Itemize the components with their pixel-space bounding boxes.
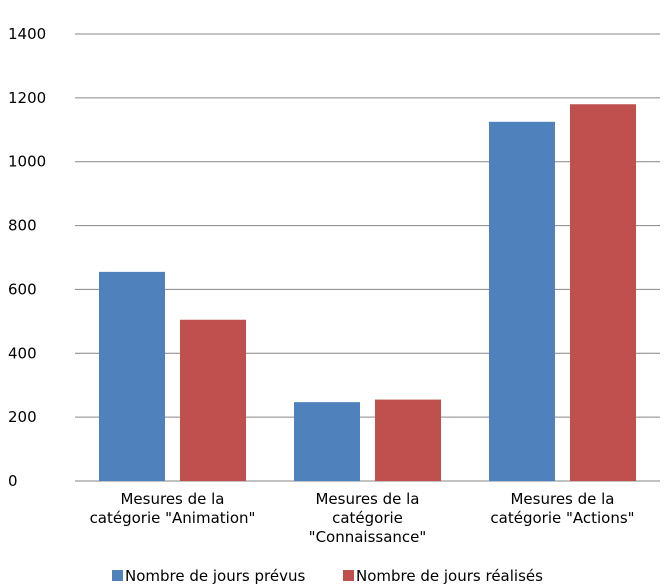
y-tick-label: 0 <box>8 472 18 490</box>
y-tick-label: 1000 <box>8 153 46 171</box>
x-axis: Mesures de la catégorie "Animation" Mesure… <box>90 490 635 546</box>
legend-label: Nombre de jours prévus <box>125 567 305 585</box>
bar-prevus <box>294 402 360 481</box>
y-axis: 0 200 400 600 800 1000 1200 1400 <box>8 25 46 490</box>
x-category-label: Mesures de la catégorie "Animation" <box>90 490 256 527</box>
legend-label: Nombre de jours réalisés <box>356 567 543 585</box>
bar-prevus <box>489 122 555 481</box>
y-tick-label: 1400 <box>8 25 46 43</box>
bar-realises <box>180 320 246 481</box>
bar-realises <box>375 400 441 481</box>
y-tick-label: 400 <box>8 344 37 362</box>
legend: Nombre de jours prévus Nombre de jours ré… <box>112 567 543 585</box>
y-tick-label: 600 <box>8 280 37 298</box>
bar-prevus <box>99 272 165 481</box>
legend-swatch <box>112 570 123 581</box>
y-tick-label: 1200 <box>8 89 46 107</box>
bar-realises <box>570 104 636 481</box>
legend-swatch <box>343 570 354 581</box>
y-tick-label: 800 <box>8 217 37 235</box>
x-category-label: Mesures de la catégorie "Actions" <box>490 490 634 527</box>
y-tick-label: 200 <box>8 408 37 426</box>
bars <box>99 104 636 481</box>
x-category-label: Mesures de la catégorie "Connaissance" <box>309 490 427 546</box>
